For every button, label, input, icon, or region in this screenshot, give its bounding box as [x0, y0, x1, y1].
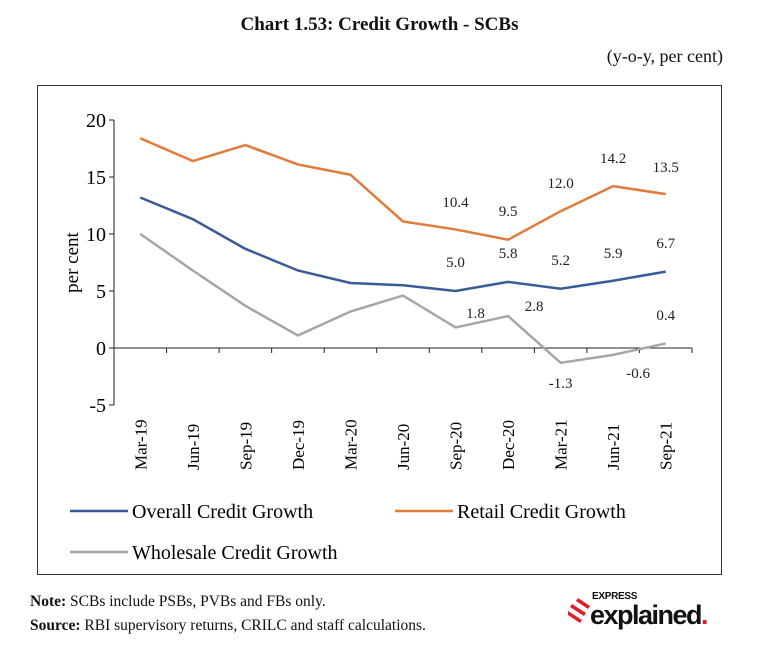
source: Source: RBI supervisory returns, CRILC a…: [30, 616, 426, 635]
logo-dot: .: [701, 600, 709, 630]
logo-word: explained: [590, 600, 703, 630]
y-tick-label: 20: [86, 110, 106, 132]
data-label: 9.5: [499, 204, 518, 220]
data-label: 1.8: [466, 306, 485, 322]
x-tick-label: Dec-20: [499, 420, 518, 470]
x-tick-label: Sep-21: [657, 422, 676, 470]
x-tick-label: Mar-20: [341, 419, 360, 470]
logo-mark-icon: [568, 598, 590, 623]
x-tick-label: Jun-21: [604, 424, 623, 470]
x-tick-label: Jun-20: [394, 424, 413, 470]
y-tick-label: 10: [86, 224, 106, 246]
data-label: 5.2: [551, 253, 570, 269]
data-label: 5.8: [499, 246, 518, 262]
x-tick-label: Mar-21: [552, 419, 571, 470]
logo-bottom: explained.: [590, 600, 709, 630]
y-tick-label: 15: [86, 167, 106, 189]
data-label: -0.6: [626, 366, 650, 382]
data-label: 2.8: [525, 299, 544, 315]
x-tick-label: Sep-20: [447, 422, 466, 470]
x-tick-label: Dec-19: [289, 420, 308, 470]
x-tick-label: Jun-19: [184, 424, 203, 470]
data-label: 14.2: [600, 151, 626, 167]
y-tick-label: 5: [96, 281, 106, 303]
legend-label: Wholesale Credit Growth: [132, 542, 338, 564]
series-line-0: [139, 196, 666, 293]
data-label: 6.7: [656, 236, 675, 252]
data-label: 0.4: [656, 308, 675, 324]
data-label: 13.5: [653, 160, 679, 176]
y-tick-label: 0: [96, 338, 106, 360]
chart-title: Chart 1.53: Credit Growth - SCBs: [240, 14, 519, 35]
source-label: Source:: [30, 617, 81, 634]
legend-label: Retail Credit Growth: [457, 501, 626, 523]
express-explained-logo: EXPRESS explained.: [568, 591, 728, 630]
legend-label: Overall Credit Growth: [132, 501, 313, 523]
series-line-2: [139, 232, 666, 365]
x-tick-label: Mar-19: [131, 419, 150, 470]
data-label: 12.0: [548, 176, 574, 192]
x-tick-label: Sep-19: [236, 422, 255, 470]
y-axis-label: per cent: [62, 231, 83, 292]
note-text: SCBs include PSBs, PVBs and FBs only.: [66, 593, 326, 610]
y-tick-label: -5: [89, 395, 106, 417]
logo-top: EXPRESS: [592, 591, 638, 602]
data-label: -1.3: [549, 376, 573, 392]
data-label: 5.9: [604, 246, 623, 262]
data-label: 10.4: [442, 195, 469, 211]
chart-frame: [37, 85, 722, 575]
source-text: RBI supervisory returns, CRILC and staff…: [80, 617, 426, 634]
series-line-1: [139, 137, 666, 242]
note: Note: SCBs include PSBs, PVBs and FBs on…: [30, 592, 326, 611]
chart-subtitle: (y-o-y, per cent): [606, 46, 723, 66]
data-label: 5.0: [446, 255, 465, 271]
note-label: Note:: [30, 593, 67, 610]
